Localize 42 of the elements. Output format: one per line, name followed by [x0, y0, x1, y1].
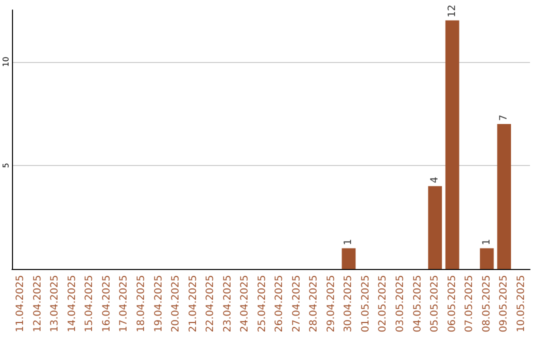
x-tick-label: 18.04.2025	[136, 275, 147, 332]
data-label: 1	[343, 238, 354, 246]
x-tick-label: 01.05.2025	[360, 275, 372, 332]
x-tick-label: 04.05.2025	[412, 275, 424, 332]
y-tick-label: 10	[2, 56, 10, 67]
x-tick-label: 11.04.2025	[15, 275, 26, 332]
x-tick-label: 17.04.2025	[118, 275, 130, 332]
x-tick-label: 27.04.2025	[291, 275, 302, 332]
x-tick-label: 05.05.2025	[430, 275, 441, 332]
x-tick-label: 23.04.2025	[222, 275, 234, 332]
x-tick-label: 06.05.2025	[446, 275, 458, 332]
x-tick-label: 24.04.2025	[240, 275, 251, 332]
x-tick-label: 25.04.2025	[256, 275, 268, 332]
bar	[445, 20, 460, 269]
x-tick-label: 20.04.2025	[170, 275, 182, 332]
x-tick-label: 28.04.2025	[308, 275, 320, 332]
data-label: 4	[430, 176, 441, 184]
y-tick-label: 5	[2, 162, 10, 168]
bar	[480, 248, 494, 269]
data-label: 7	[498, 114, 510, 121]
x-tick-label: 10.05.2025	[516, 275, 527, 332]
x-tick-label: 29.04.2025	[326, 275, 337, 332]
x-tick-label: 14.04.2025	[66, 275, 78, 332]
x-tick-label: 21.04.2025	[188, 275, 199, 332]
bar	[428, 186, 442, 269]
x-tick-label: 03.05.2025	[395, 275, 406, 332]
bar	[342, 248, 356, 269]
data-label: 12	[446, 4, 458, 18]
x-tick-label: 16.04.2025	[101, 275, 112, 332]
x-tick-label: 09.05.2025	[498, 275, 510, 332]
x-tick-label: 02.05.2025	[378, 275, 389, 332]
x-tick-label: 13.04.2025	[50, 275, 61, 332]
x-tick-label: 12.04.2025	[32, 275, 44, 332]
data-label: 1	[481, 238, 492, 246]
x-tick-label: 30.04.2025	[343, 275, 354, 332]
x-tick-label: 22.04.2025	[205, 275, 216, 332]
x-tick-label: 15.04.2025	[84, 275, 96, 332]
x-tick-label: 08.05.2025	[481, 275, 492, 332]
x-tick-label: 26.04.2025	[274, 275, 286, 332]
x-tick-label: 07.05.2025	[464, 275, 476, 332]
bar	[497, 124, 512, 269]
x-tick-label: 19.04.2025	[153, 275, 164, 332]
